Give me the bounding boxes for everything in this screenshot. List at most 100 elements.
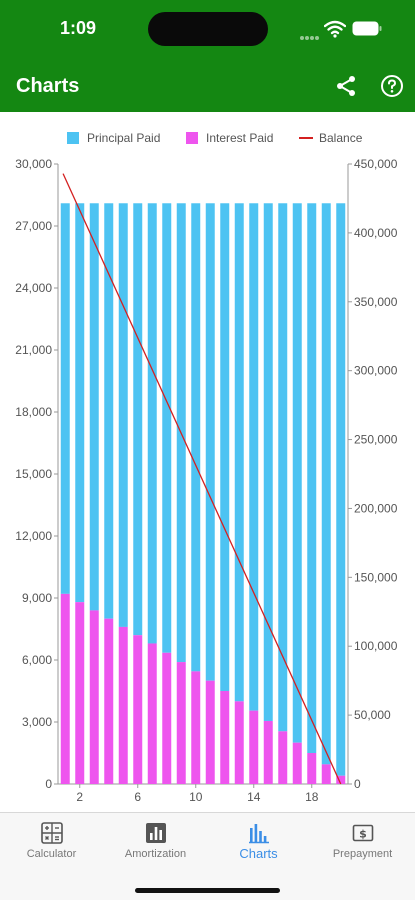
right-tick-label: 350,000 bbox=[354, 295, 398, 309]
right-tick-label: 150,000 bbox=[354, 570, 398, 584]
chart-area: Principal Paid Interest Paid Balance 0 3,… bbox=[0, 112, 415, 812]
left-tick-label: 30,000 bbox=[15, 157, 52, 171]
right-tick-label: 200,000 bbox=[354, 501, 398, 515]
right-tick-label: 250,000 bbox=[354, 433, 398, 447]
cellular-signal-icon bbox=[300, 27, 320, 40]
status-time: 1:09 bbox=[60, 18, 97, 38]
principal-bar bbox=[205, 203, 215, 681]
interest-bar bbox=[263, 720, 273, 784]
interest-bar bbox=[118, 626, 128, 784]
interest-bar bbox=[336, 775, 346, 784]
left-tick-label: 21,000 bbox=[15, 343, 52, 357]
share-icon[interactable] bbox=[334, 74, 358, 98]
interest-bar bbox=[60, 593, 70, 784]
svg-text:$: $ bbox=[359, 828, 367, 841]
principal-bar bbox=[133, 203, 143, 636]
principal-bar bbox=[336, 203, 346, 776]
battery-icon bbox=[352, 21, 382, 36]
principal-bar bbox=[292, 203, 302, 743]
loan-chart: 0 3,000 6,000 9,000 12,000 15,000 18,000 21,000… bbox=[15, 157, 398, 804]
principal-bar bbox=[263, 203, 273, 721]
x-tick-label: 2 bbox=[76, 790, 83, 804]
left-tick-label: 24,000 bbox=[15, 281, 52, 295]
wifi-icon bbox=[324, 20, 346, 38]
principal-bar bbox=[89, 203, 99, 611]
interest-bar bbox=[191, 671, 201, 784]
principal-bar bbox=[249, 203, 259, 711]
principal-bar bbox=[104, 203, 114, 619]
interest-bar bbox=[205, 680, 215, 784]
right-tick-label: 300,000 bbox=[354, 364, 398, 378]
x-tick-label: 14 bbox=[247, 790, 261, 804]
right-tick-label: 400,000 bbox=[354, 226, 398, 240]
interest-bar bbox=[321, 764, 331, 784]
bottom-tab-bar: Calculator Amortization Charts $ Prepaym… bbox=[0, 812, 415, 900]
home-indicator bbox=[135, 888, 280, 893]
legend-line-balance bbox=[299, 137, 313, 139]
principal-bar bbox=[162, 203, 172, 653]
tab-charts[interactable]: Charts bbox=[207, 813, 310, 873]
x-tick-label: 6 bbox=[134, 790, 141, 804]
dynamic-island bbox=[148, 12, 268, 46]
interest-bar bbox=[75, 602, 85, 784]
right-tick-label: 450,000 bbox=[354, 157, 398, 171]
chart-legend: Principal Paid Interest Paid Balance bbox=[0, 130, 415, 150]
tab-label-calculator: Calculator bbox=[26, 848, 77, 860]
principal-bar bbox=[118, 203, 128, 627]
legend-swatch-interest bbox=[186, 132, 198, 144]
principal-bar bbox=[307, 203, 317, 753]
interest-bar bbox=[162, 652, 172, 784]
interest-bar bbox=[249, 710, 259, 784]
interest-bar bbox=[89, 610, 99, 784]
left-tick-label: 3,000 bbox=[22, 715, 52, 729]
tab-calculator[interactable]: Calculator bbox=[0, 813, 103, 873]
right-tick-label: 100,000 bbox=[354, 639, 398, 653]
left-tick-label: 12,000 bbox=[15, 529, 52, 543]
left-tick-label: 18,000 bbox=[15, 405, 52, 419]
help-circle-icon[interactable] bbox=[380, 74, 404, 98]
interest-bar bbox=[292, 742, 302, 784]
page-title: Charts bbox=[16, 75, 80, 97]
balance-line bbox=[62, 173, 342, 785]
interest-bar bbox=[220, 691, 230, 784]
tab-label-amortization: Amortization bbox=[124, 848, 187, 860]
right-tick-label: 0 bbox=[354, 777, 361, 791]
charts-icon bbox=[249, 824, 269, 844]
interest-bar bbox=[307, 753, 317, 784]
tab-label-charts: Charts bbox=[239, 846, 278, 861]
principal-bar bbox=[321, 203, 331, 765]
interest-bar bbox=[278, 731, 288, 784]
legend-label-balance: Balance bbox=[319, 131, 363, 145]
dollar-bill-icon: $ bbox=[352, 824, 374, 842]
principal-bar bbox=[220, 203, 230, 691]
interest-bar bbox=[133, 635, 143, 784]
left-tick-label: 6,000 bbox=[22, 653, 52, 667]
principal-bar bbox=[234, 203, 244, 702]
status-bar: 1:09 bbox=[0, 0, 415, 60]
legend-label-principal: Principal Paid bbox=[87, 131, 161, 145]
principal-bar bbox=[191, 203, 201, 672]
tab-amortization[interactable]: Amortization bbox=[104, 813, 207, 873]
tab-prepayment[interactable]: $ Prepayment bbox=[311, 813, 414, 873]
interest-bar bbox=[234, 701, 244, 784]
left-tick-label: 27,000 bbox=[15, 219, 52, 233]
bar-chart-icon bbox=[146, 823, 166, 843]
calculator-icon bbox=[41, 822, 63, 844]
legend-label-interest: Interest Paid bbox=[206, 131, 274, 145]
interest-bar bbox=[147, 643, 157, 784]
principal-bar bbox=[147, 203, 157, 644]
legend-swatch-principal bbox=[67, 132, 79, 144]
app-bar: Charts bbox=[0, 60, 415, 112]
x-tick-label: 18 bbox=[305, 790, 319, 804]
tab-label-prepayment: Prepayment bbox=[332, 848, 393, 860]
interest-bar bbox=[104, 618, 114, 784]
principal-bar bbox=[278, 203, 288, 732]
interest-bar bbox=[176, 662, 186, 784]
principal-bar bbox=[75, 203, 85, 603]
left-tick-label: 9,000 bbox=[22, 591, 52, 605]
x-tick-label: 10 bbox=[189, 790, 203, 804]
principal-bar bbox=[60, 203, 70, 594]
left-tick-label: 15,000 bbox=[15, 467, 52, 481]
right-tick-label: 50,000 bbox=[354, 708, 391, 722]
left-tick-label: 0 bbox=[45, 777, 52, 791]
